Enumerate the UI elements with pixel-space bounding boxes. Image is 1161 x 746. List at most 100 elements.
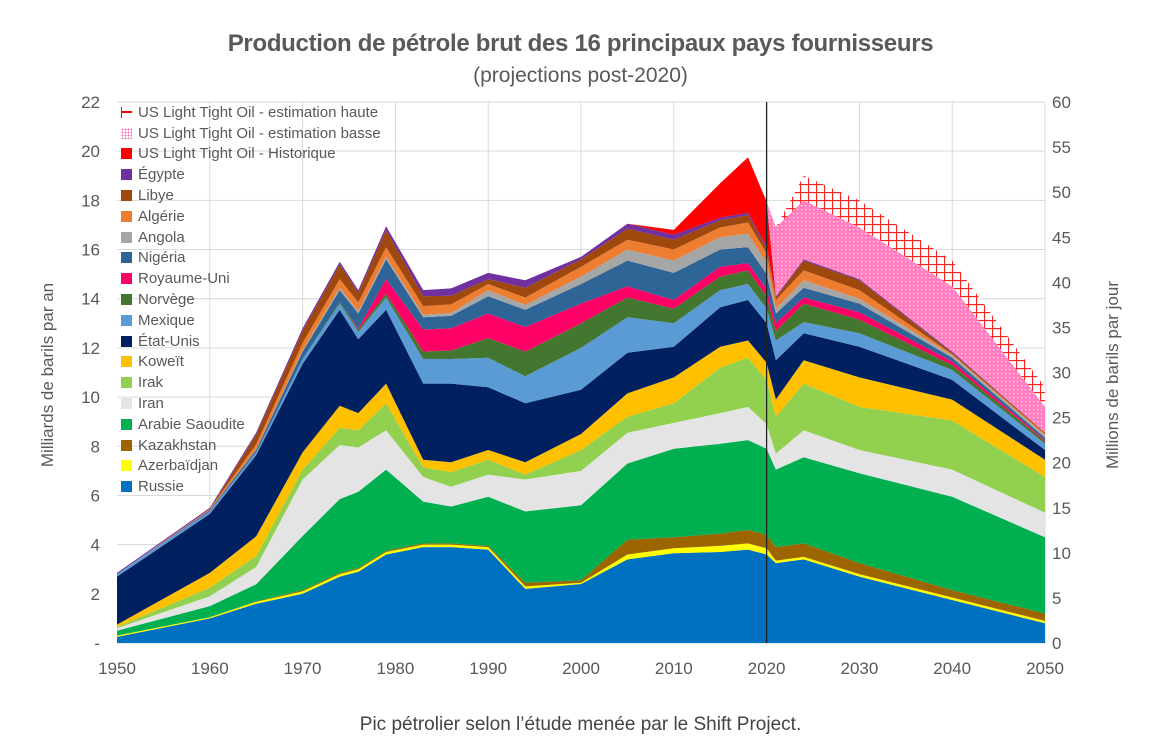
legend-item: Algérie (121, 206, 381, 227)
x-tick-label: 2010 (655, 659, 693, 678)
legend-item: Égypte (121, 164, 381, 185)
legend-label: Nigéria (138, 249, 186, 267)
x-tick-label: 2000 (562, 659, 600, 678)
legend-label: État-Unis (138, 332, 200, 350)
legend-item: US Light Tight Oil - Historique (121, 144, 381, 165)
legend-swatch-icon (121, 210, 132, 222)
legend-swatch-icon (121, 106, 132, 118)
y-tick-label-left: 10 (81, 388, 100, 407)
legend-swatch-icon (121, 127, 132, 139)
legend-label: Libye (138, 187, 174, 205)
x-tick-label: 2050 (1026, 659, 1064, 678)
y-tick-label-right: 0 (1052, 634, 1061, 653)
legend-swatch-icon (121, 169, 132, 181)
legend-item: Libye (121, 185, 381, 206)
legend-item: Russie (121, 476, 381, 497)
legend-swatch-icon (121, 273, 132, 285)
y-axis-label-right: Millions de barils par jour (1103, 280, 1122, 470)
legend-item: Kazakhstan (121, 435, 381, 456)
legend-label: Russie (138, 478, 184, 496)
legend-swatch-icon (121, 314, 132, 326)
legend-swatch-icon (121, 460, 132, 472)
legend-swatch-icon (121, 439, 132, 451)
legend-label: Azerbaïdjan (138, 457, 219, 475)
legend-swatch-icon (121, 418, 132, 430)
y-tick-label-left: 20 (81, 142, 100, 161)
legend-swatch-icon (121, 398, 132, 410)
legend-item: État-Unis (121, 331, 381, 352)
area-norvege (117, 270, 1045, 575)
legend-label: Kazakhstan (138, 436, 217, 454)
legend-swatch-icon (121, 356, 132, 368)
legend-label: Mexique (138, 311, 195, 329)
legend-swatch-icon (121, 190, 132, 202)
y-tick-label-right: 5 (1052, 589, 1061, 608)
area-us-light-tight-oil-estimation-basse (117, 157, 1045, 573)
area-series (117, 157, 1045, 643)
y-tick-label-right: 25 (1052, 409, 1071, 428)
y-tick-label-left: - (94, 634, 100, 653)
legend-label: Royaume-Uni (138, 270, 230, 288)
legend-label: US Light Tight Oil - estimation basse (138, 124, 381, 142)
y-tick-label-left: 2 (91, 585, 100, 604)
y-tick-label-left: 6 (91, 486, 100, 505)
x-tick-label: 2040 (933, 659, 971, 678)
y-tick-label-right: 20 (1052, 454, 1071, 473)
y-tick-label-right: 30 (1052, 364, 1071, 383)
y-tick-label-right: 10 (1052, 544, 1071, 563)
legend-label: Égypte (138, 166, 185, 184)
area-russie (117, 547, 1045, 643)
area-kazakhstan (117, 529, 1045, 636)
legend-label: Arabie Saoudite (138, 415, 245, 433)
y-tick-label-right: 40 (1052, 273, 1071, 292)
legend-swatch-icon (121, 481, 132, 493)
legend-label: US Light Tight Oil - Historique (138, 145, 336, 163)
legend-item: Koweït (121, 352, 381, 373)
x-tick-label: 2020 (748, 659, 786, 678)
y-tick-label-left: 22 (81, 93, 100, 112)
legend-item: Norvège (121, 289, 381, 310)
y-tick-label-left: 12 (81, 339, 100, 358)
y-tick-label-left: 8 (91, 437, 100, 456)
area-arabie-saoudite (117, 440, 1045, 636)
y-tick-label-left: 16 (81, 241, 100, 260)
legend-swatch-icon (121, 335, 132, 347)
figure-caption: Pic pétrolier selon l’étude menée par le… (359, 714, 802, 735)
legend-swatch-icon (121, 252, 132, 264)
y-axis-label-left: Milliards de barils par an (38, 282, 57, 468)
y-tick-label-right: 35 (1052, 318, 1071, 337)
x-tick-label: 1990 (469, 659, 507, 678)
legend-label: Irak (138, 374, 164, 392)
area-irak (117, 357, 1045, 629)
legend-label: Iran (138, 395, 164, 413)
x-tick-label: 1980 (376, 659, 414, 678)
area-iran (117, 406, 1045, 631)
y-tick-label-right: 60 (1052, 93, 1071, 112)
chart-subtitle: (projections post-2020) (473, 64, 688, 87)
legend-item: Azerbaïdjan (121, 456, 381, 477)
axis-ticks: - 2 4 6 8 10 12 14 16 18 20 22 0 5 10 15 20 25 30 35 40 45 50 5… (81, 93, 1071, 678)
legend-swatch-icon (121, 231, 132, 243)
legend-label: Norvège (138, 291, 195, 309)
legend-swatch-icon (121, 148, 132, 160)
legend-label: US Light Tight Oil - estimation haute (138, 103, 379, 121)
legend-item: US Light Tight Oil - estimation basse (121, 123, 381, 144)
y-tick-label-right: 50 (1052, 183, 1071, 202)
legend-label: Angola (138, 228, 185, 246)
legend-label: Koweït (138, 353, 184, 371)
y-tick-label-left: 14 (81, 290, 100, 309)
y-tick-label-left: 18 (81, 191, 100, 210)
chart-title: Production de pétrole brut des 16 princi… (227, 30, 934, 57)
legend-item: Irak (121, 372, 381, 393)
legend-item: Royaume-Uni (121, 268, 381, 289)
x-tick-label: 1960 (191, 659, 229, 678)
legend-label: Algérie (138, 207, 185, 225)
legend-item: Nigéria (121, 248, 381, 269)
legend-swatch-icon (121, 377, 132, 389)
legend-item: US Light Tight Oil - estimation haute (121, 102, 381, 123)
x-tick-label: 2030 (840, 659, 878, 678)
y-tick-label-right: 55 (1052, 138, 1071, 157)
legend-item: Iran (121, 393, 381, 414)
legend-item: Mexique (121, 310, 381, 331)
